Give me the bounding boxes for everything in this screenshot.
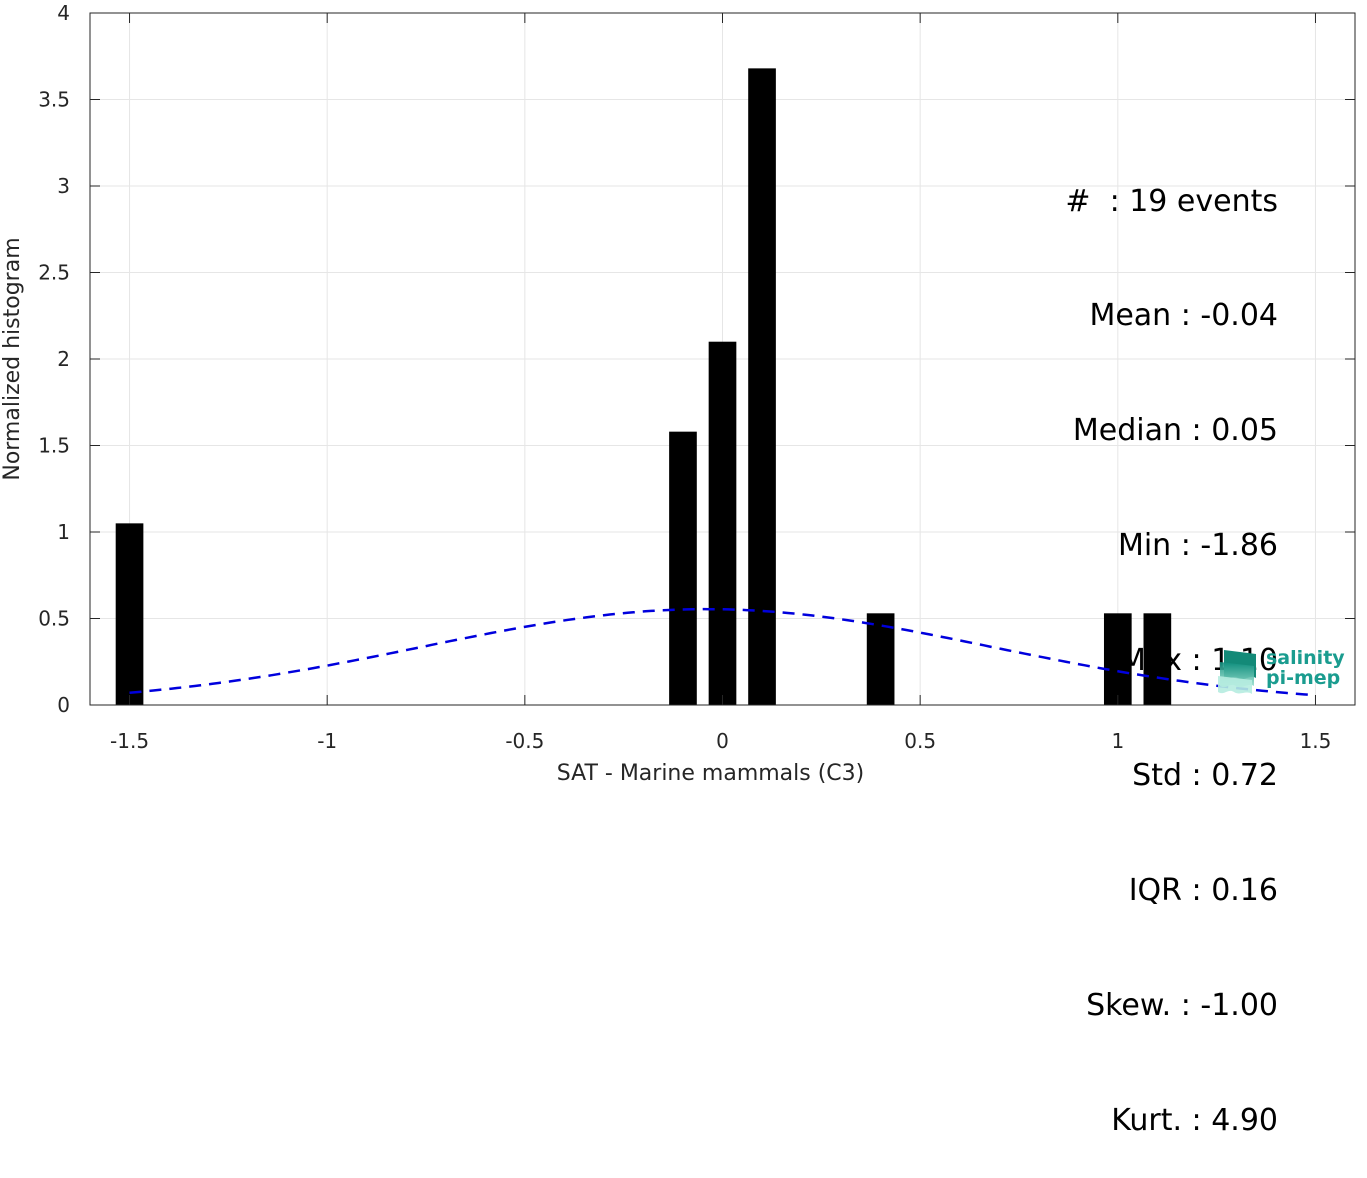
stat-events: # : 19 events: [1065, 183, 1278, 219]
x-tick-label: -1.5: [110, 729, 149, 753]
bars: [115, 68, 1172, 706]
histogram-bar: [115, 523, 144, 705]
salinity-pimep-logo: salinity pi-mep: [1216, 648, 1346, 696]
y-tick-label: 2: [57, 347, 70, 371]
stat-std: Std : 0.72: [1132, 758, 1278, 794]
stats-box: # : 19 events Mean : -0.04 Median : 0.05…: [1000, 106, 1278, 1178]
x-tick-label: 0: [716, 729, 729, 753]
histogram-bar: [866, 613, 895, 705]
histogram-bar: [1103, 613, 1132, 705]
x-tick-label: -0.5: [505, 729, 544, 753]
histogram-chart: -1.5 -1 -0.5 0 0.5 1 1.5 0 0.5 1 1.5 2 2.5 3 3.5 4 SAT …: [0, 1, 1356, 785]
y-tick-label: 0: [57, 693, 70, 717]
histogram-bar: [708, 341, 737, 705]
x-tick-label: -1: [317, 729, 337, 753]
gaussian-fit-line: [129, 607, 1316, 697]
y-tick-label: 3.5: [38, 88, 70, 112]
axis-ticks: -1.5 -1 -0.5 0 0.5 1 1.5 0 0.5 1 1.5 2 2.5 3 3.5 4: [38, 1, 1355, 753]
histogram-bar: [669, 431, 697, 705]
stat-mean: Mean : -0.04: [1089, 298, 1278, 334]
x-tick-label: 1.5: [1300, 729, 1332, 753]
stat-kurt: Kurt. : 4.90: [1111, 1102, 1278, 1138]
y-tick-label: 3: [57, 174, 70, 198]
y-axis-label: Normalized histogram: [0, 237, 25, 480]
logo-line2: pi-mep: [1266, 667, 1341, 689]
x-axis-label: SAT - Marine mammals (C3): [557, 761, 865, 785]
histogram-bar: [748, 68, 776, 706]
wave-logo-icon: [1218, 650, 1256, 694]
y-tick-label: 2.5: [38, 261, 70, 285]
histogram-bar: [1143, 613, 1172, 705]
y-tick-label: 1.5: [38, 434, 70, 458]
stat-median: Median : 0.05: [1072, 413, 1278, 449]
stat-iqr: IQR : 0.16: [1128, 872, 1278, 908]
x-tick-label: 1: [1111, 729, 1124, 753]
logo-line1: salinity: [1266, 647, 1345, 669]
x-tick-label: 0.5: [904, 729, 936, 753]
stat-skew: Skew. : -1.00: [1086, 987, 1278, 1023]
y-tick-label: 0.5: [38, 607, 70, 631]
y-tick-label: 1: [57, 520, 70, 544]
y-tick-label: 4: [57, 1, 70, 25]
stat-min: Min : -1.86: [1117, 528, 1278, 564]
grid-lines: [90, 12, 1355, 706]
